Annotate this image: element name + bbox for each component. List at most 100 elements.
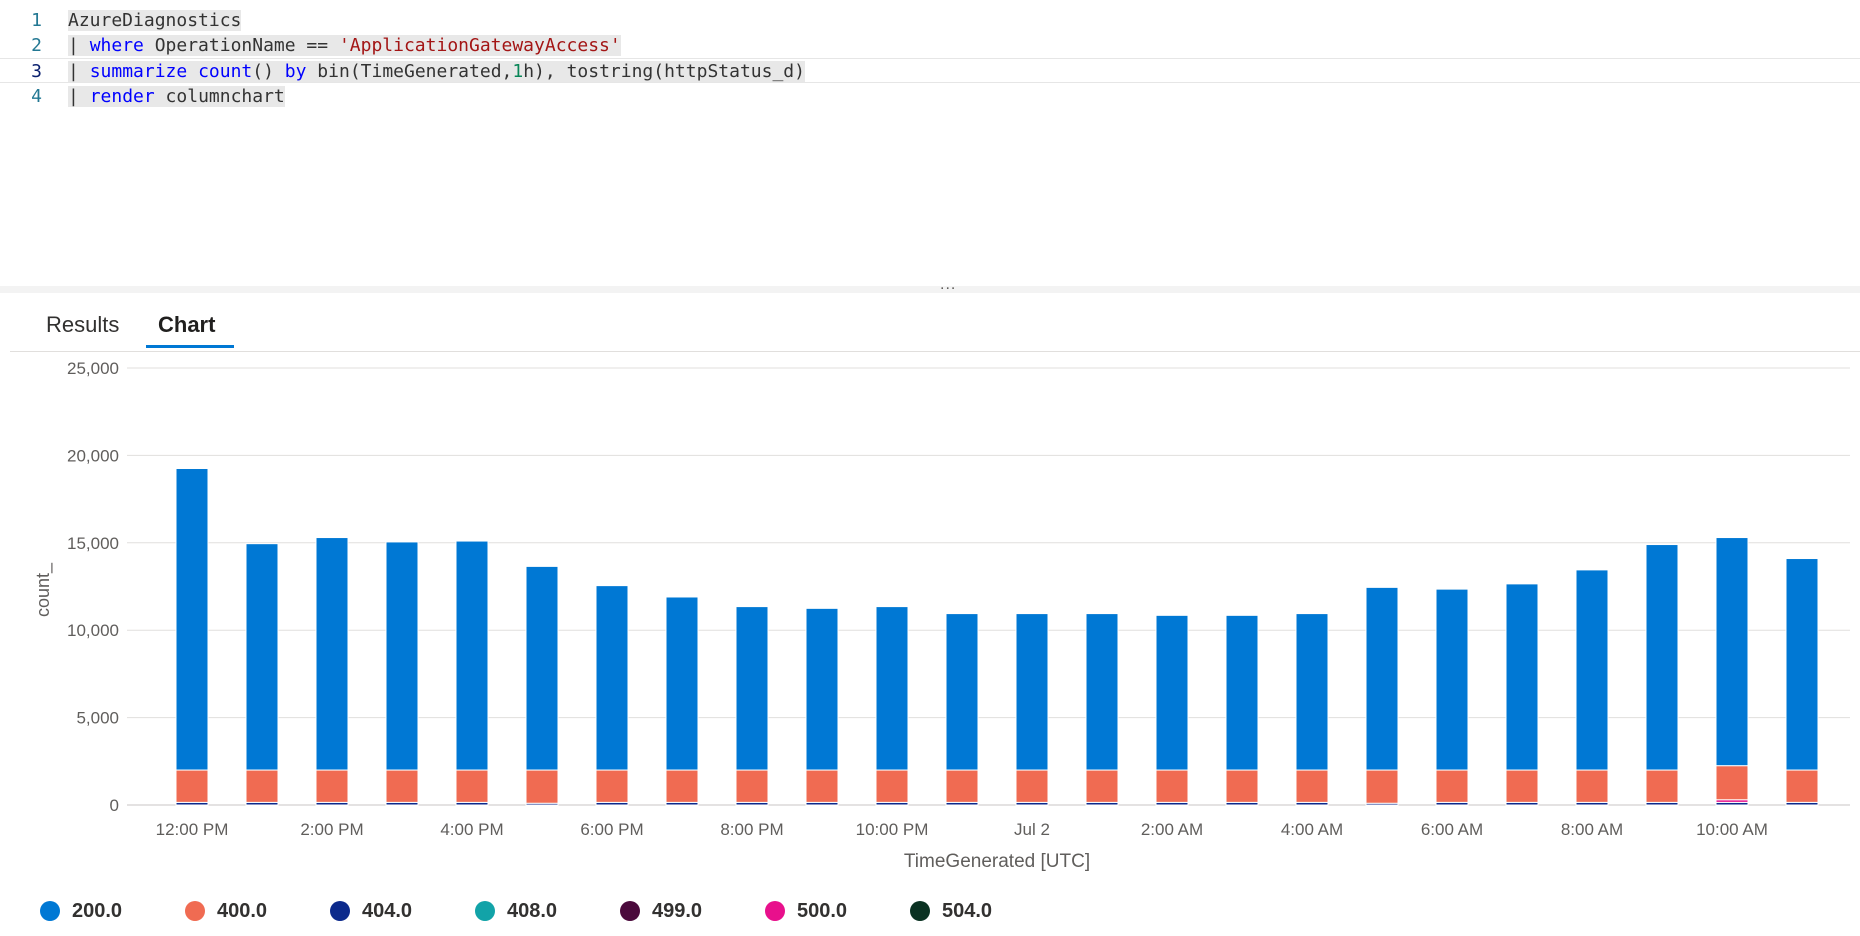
code-token: OperationName ==: [143, 35, 339, 56]
code-text[interactable]: AzureDiagnostics: [68, 8, 242, 33]
bar-segment[interactable]: [665, 769, 699, 803]
pane-splitter[interactable]: [0, 286, 1860, 293]
bar-segment[interactable]: [805, 607, 839, 771]
code-token: render: [89, 86, 155, 107]
code-token: h), tostring(httpStatus_d): [523, 61, 805, 82]
bar-segment[interactable]: [315, 769, 349, 803]
code-line[interactable]: 4 | render columnchart: [0, 84, 1860, 109]
legend-swatch-icon: [330, 901, 350, 921]
bar-segment[interactable]: [525, 565, 559, 771]
code-line[interactable]: 2 | where OperationName == 'ApplicationGa…: [0, 33, 1860, 58]
bar-segment[interactable]: [1505, 583, 1539, 771]
bar-segment[interactable]: [1225, 769, 1259, 803]
x-tick-label: 12:00 PM: [156, 820, 229, 839]
splitter-handle-dots[interactable]: ...: [940, 276, 957, 293]
bar-segment[interactable]: [1155, 614, 1189, 771]
code-token: 'ApplicationGatewayAccess': [338, 35, 621, 56]
code-token: 1: [512, 61, 524, 82]
code-text[interactable]: | render columnchart: [68, 84, 285, 109]
bar-segment[interactable]: [875, 769, 909, 803]
tab-results[interactable]: Results: [46, 312, 120, 337]
bar-segment[interactable]: [1365, 769, 1399, 804]
y-tick-label: 25,000: [67, 359, 119, 378]
bar-segment[interactable]: [1645, 769, 1679, 803]
code-highlight: AzureDiagnostics: [68, 10, 242, 31]
bar-segment[interactable]: [245, 769, 279, 803]
legend-label: 504.0: [942, 900, 993, 922]
query-editor[interactable]: 1 AzureDiagnostics 2 | where OperationName …: [0, 0, 1860, 286]
bar-segment[interactable]: [455, 540, 489, 771]
legend-label: 404.0: [362, 900, 413, 922]
bar-segment[interactable]: [1715, 537, 1749, 767]
bar-segment[interactable]: [1015, 769, 1049, 803]
bar-segment[interactable]: [945, 613, 979, 771]
line-number: 1: [31, 10, 42, 31]
x-tick-label: 10:00 AM: [1696, 820, 1768, 839]
code-line[interactable]: 3 | summarize count() by bin(TimeGenerate…: [0, 58, 1860, 83]
bar-segment[interactable]: [665, 596, 699, 771]
code-token: bin(TimeGenerated,: [306, 61, 513, 82]
line-number: 3: [31, 61, 42, 82]
bar-segment[interactable]: [1085, 769, 1119, 803]
code-token: AzureDiagnostics: [68, 10, 242, 31]
bar-segment[interactable]: [1715, 765, 1749, 801]
y-tick-label: 5,000: [76, 709, 119, 728]
bar-segment[interactable]: [1645, 544, 1679, 771]
bar-segment[interactable]: [525, 769, 559, 804]
bar-segment[interactable]: [875, 606, 909, 771]
x-axis-label: TimeGenerated [UTC]: [904, 851, 1090, 872]
code-token: [187, 61, 198, 82]
x-tick-label: Jul 2: [1014, 820, 1050, 839]
bar-segment[interactable]: [1155, 769, 1189, 803]
bar-segment[interactable]: [1365, 586, 1399, 771]
legend-swatch-icon: [40, 901, 60, 921]
bar-segment[interactable]: [1085, 613, 1119, 771]
code-token: count: [198, 61, 253, 82]
legend-swatch-icon: [765, 901, 785, 921]
bar-segment[interactable]: [1785, 769, 1819, 803]
bar-segment[interactable]: [1015, 613, 1049, 771]
legend-swatch-icon: [475, 901, 495, 921]
bar-segment[interactable]: [595, 769, 629, 803]
bar-segment[interactable]: [1575, 769, 1609, 803]
bar-segment[interactable]: [945, 769, 979, 803]
bar-segment[interactable]: [1505, 769, 1539, 803]
code-token: |: [68, 35, 90, 56]
code-text[interactable]: | summarize count() by bin(TimeGenerated…: [68, 59, 805, 84]
code-token: (): [252, 61, 285, 82]
code-text[interactable]: | where OperationName == 'ApplicationGat…: [68, 33, 621, 58]
bar-segment[interactable]: [805, 769, 839, 803]
x-tick-label: 8:00 AM: [1561, 820, 1623, 839]
legend-swatch-icon: [620, 901, 640, 921]
bar-segment[interactable]: [245, 543, 279, 771]
bar-segment[interactable]: [1295, 769, 1329, 803]
x-tick-label: 6:00 AM: [1421, 820, 1483, 839]
bar-segment[interactable]: [175, 468, 209, 771]
bar-segment[interactable]: [455, 769, 489, 803]
bar-segment[interactable]: [175, 769, 209, 803]
legend-label: 500.0: [797, 900, 848, 922]
legend-label: 408.0: [507, 900, 558, 922]
active-tab-indicator: [146, 345, 234, 348]
bar-segment[interactable]: [315, 537, 349, 771]
bar-segment[interactable]: [735, 606, 769, 771]
line-number: 2: [31, 35, 42, 56]
bar-segment[interactable]: [1435, 588, 1469, 771]
bar-segment[interactable]: [1295, 613, 1329, 771]
bar-segment[interactable]: [1225, 614, 1259, 771]
bar-segment[interactable]: [1785, 558, 1819, 771]
tab-chart[interactable]: Chart: [158, 312, 216, 337]
bar-segment[interactable]: [595, 585, 629, 771]
code-token: columnchart: [154, 86, 285, 107]
code-line[interactable]: 1 AzureDiagnostics: [0, 8, 1860, 33]
bar-segment[interactable]: [1435, 769, 1469, 803]
bar-segment[interactable]: [385, 541, 419, 771]
bar-segment[interactable]: [1575, 569, 1609, 771]
legend-label: 499.0: [652, 900, 703, 922]
x-tick-label: 10:00 PM: [856, 820, 929, 839]
bar-segment[interactable]: [385, 769, 419, 803]
code-token: by: [284, 61, 307, 82]
y-tick-label: 10,000: [67, 621, 119, 640]
bar-segment[interactable]: [735, 769, 769, 803]
column-chart: 0 5,000 10,000 15,000 20,000 25,000 12:00 PM 2…: [33, 359, 1850, 872]
